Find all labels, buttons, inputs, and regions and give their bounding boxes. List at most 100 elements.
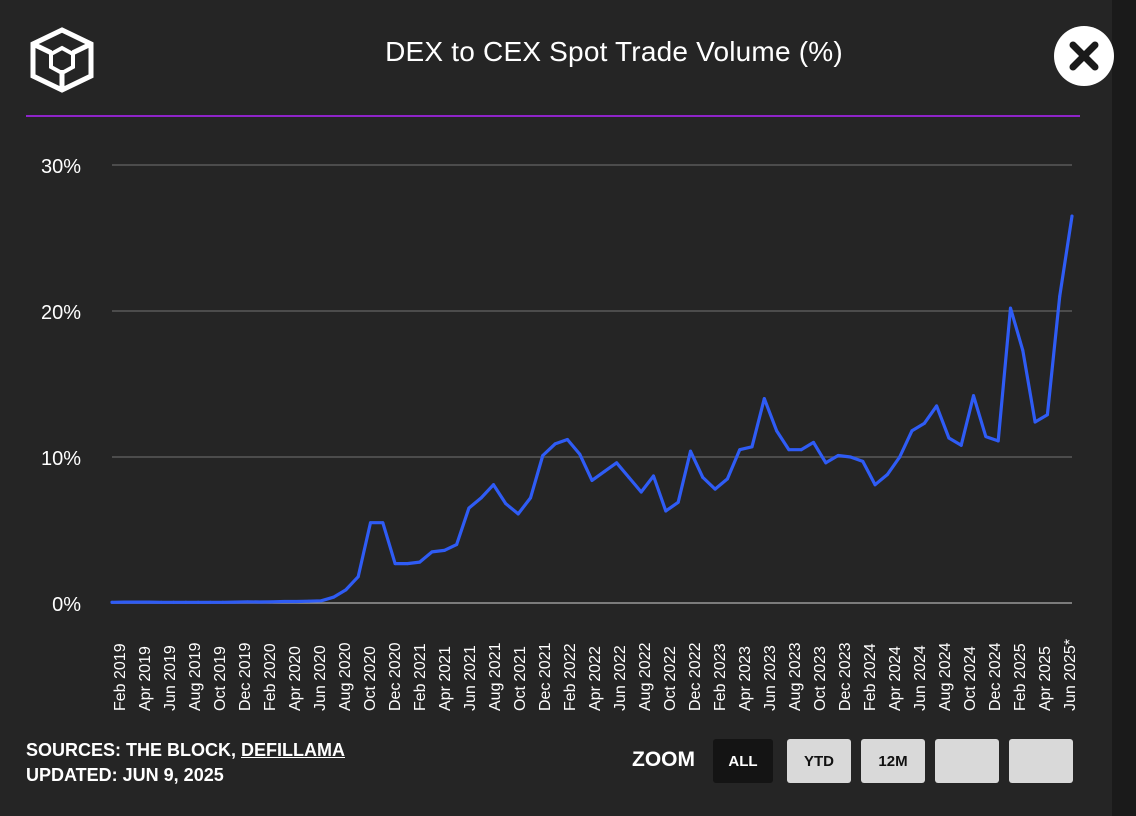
x-tick-label: Feb 2024 xyxy=(862,643,879,711)
data-point xyxy=(270,600,274,604)
data-point xyxy=(578,452,582,456)
sources-line: SOURCES: THE BLOCK, DEFILLAMA xyxy=(26,738,345,763)
series-layer xyxy=(110,214,1074,604)
line-chart: 0% 10% 20% 30% Feb 2019 Apr 2019 Jun 2019 Aug … xyxy=(41,156,1079,711)
data-point xyxy=(245,600,249,604)
y-axis-ticks: 0% 10% 20% 30% xyxy=(41,156,81,616)
data-point xyxy=(1008,306,1012,310)
data-point xyxy=(430,550,434,554)
data-point xyxy=(565,437,569,441)
x-axis-ticks: Feb 2019 Apr 2019 Jun 2019 Aug 2019 Oct 2019… xyxy=(112,639,1079,711)
x-tick-label: Aug 2020 xyxy=(337,642,354,711)
y-tick-label: 10% xyxy=(41,448,81,470)
x-tick-label: Apr 2024 xyxy=(887,646,904,711)
data-point xyxy=(664,509,668,513)
defillama-link[interactable]: DEFILLAMA xyxy=(241,740,345,760)
zoom-option-4-button[interactable] xyxy=(935,739,999,783)
x-tick-label: Aug 2022 xyxy=(637,642,654,711)
data-point xyxy=(824,461,828,465)
data-point xyxy=(504,502,508,506)
x-tick-label: Dec 2022 xyxy=(687,642,704,711)
x-tick-label: Oct 2024 xyxy=(962,646,979,711)
data-point xyxy=(1021,348,1025,352)
data-point xyxy=(196,600,200,604)
x-tick-label: Jun 2024 xyxy=(912,645,929,711)
zoom-option-5-button[interactable] xyxy=(1009,739,1073,783)
data-point xyxy=(848,455,852,459)
x-tick-label: Jun 2020 xyxy=(312,645,329,711)
data-point xyxy=(479,496,483,500)
x-tick-label: Oct 2022 xyxy=(662,646,679,711)
data-point xyxy=(984,435,988,439)
x-tick-label: Feb 2025 xyxy=(1012,643,1029,711)
x-tick-label: Jun 2023 xyxy=(762,645,779,711)
x-tick-label: Feb 2023 xyxy=(712,643,729,711)
data-point xyxy=(233,600,237,604)
data-point xyxy=(135,600,139,604)
x-tick-label: Aug 2021 xyxy=(487,642,504,711)
grid-lines xyxy=(112,164,1072,604)
data-point xyxy=(344,588,348,592)
data-point xyxy=(861,459,865,463)
x-tick-label: Jun 2021 xyxy=(462,645,479,711)
x-tick-label: Feb 2019 xyxy=(112,643,129,711)
data-point xyxy=(208,600,212,604)
window-edge xyxy=(1112,0,1136,816)
x-tick-label: Aug 2019 xyxy=(187,642,204,711)
data-point xyxy=(418,560,422,564)
data-point xyxy=(528,496,532,500)
sources-block: SOURCES: THE BLOCK, DEFILLAMA UPDATED: J… xyxy=(26,738,345,788)
x-tick-label: Oct 2021 xyxy=(512,646,529,711)
zoom-ytd-button[interactable]: YTD xyxy=(787,739,851,783)
data-point xyxy=(172,600,176,604)
data-point xyxy=(184,600,188,604)
data-point xyxy=(750,445,754,449)
x-tick-label: Oct 2019 xyxy=(212,646,229,711)
zoom-12m-button[interactable]: 12M xyxy=(861,739,925,783)
data-point xyxy=(898,455,902,459)
x-tick-label: Dec 2023 xyxy=(837,642,854,711)
data-point xyxy=(282,600,286,604)
zoom-all-button[interactable]: ALL xyxy=(713,739,773,783)
data-point xyxy=(812,440,816,444)
the-block-logo xyxy=(30,27,94,93)
close-button[interactable] xyxy=(1054,26,1114,86)
x-tick-label: Dec 2020 xyxy=(387,642,404,711)
data-point xyxy=(393,562,397,566)
updated-text: UPDATED: JUN 9, 2025 xyxy=(26,765,224,785)
y-tick-label: 20% xyxy=(41,302,81,324)
x-tick-label: Dec 2019 xyxy=(237,642,254,711)
data-point xyxy=(787,448,791,452)
data-point xyxy=(959,443,963,447)
data-point xyxy=(147,600,151,604)
data-point xyxy=(652,474,656,478)
data-point xyxy=(935,404,939,408)
data-point xyxy=(1058,294,1062,298)
data-point xyxy=(701,475,705,479)
data-point xyxy=(295,600,299,604)
accent-divider xyxy=(26,115,1080,117)
x-tick-label: Apr 2022 xyxy=(587,646,604,711)
data-point xyxy=(996,439,1000,443)
data-point xyxy=(676,500,680,504)
data-point xyxy=(1045,413,1049,417)
x-tick-label: Aug 2024 xyxy=(937,642,954,711)
data-point xyxy=(688,449,692,453)
data-point xyxy=(1033,420,1037,424)
data-point xyxy=(258,600,262,604)
data-point xyxy=(541,454,545,458)
data-point xyxy=(762,397,766,401)
data-point xyxy=(947,436,951,440)
data-point xyxy=(405,562,409,566)
x-tick-label: Dec 2021 xyxy=(537,642,554,711)
x-tick-label: Feb 2020 xyxy=(262,643,279,711)
data-point xyxy=(159,600,163,604)
data-point xyxy=(836,454,840,458)
x-tick-label: Apr 2020 xyxy=(287,646,304,711)
data-point xyxy=(307,599,311,603)
x-tick-label: Feb 2021 xyxy=(412,643,429,711)
data-point xyxy=(356,575,360,579)
data-point xyxy=(615,461,619,465)
data-point xyxy=(368,521,372,525)
data-point xyxy=(922,421,926,425)
